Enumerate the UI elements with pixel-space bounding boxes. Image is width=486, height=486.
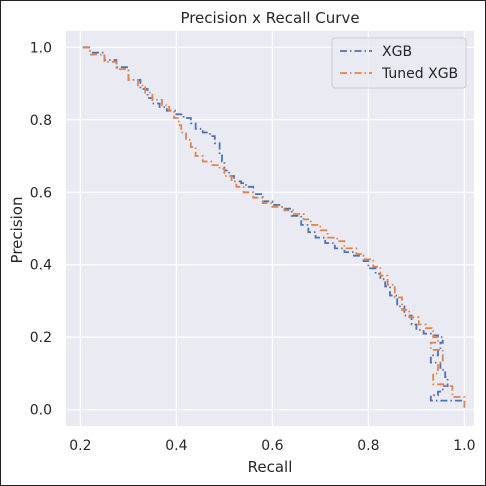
y-axis-label: Precision (8, 197, 26, 264)
x-tick-label: 0.6 (261, 438, 283, 454)
plot-area (66, 31, 474, 426)
y-tick-label: 1.0 (30, 40, 52, 56)
legend-label-xgb: XGB (382, 44, 412, 60)
x-tick-label: 1.0 (453, 438, 475, 454)
x-axis-label: Recall (248, 458, 293, 476)
x-tick-label: 0.8 (357, 438, 379, 454)
y-tick-label: 0.2 (30, 330, 52, 346)
y-tick-label: 0.8 (30, 113, 52, 129)
x-tick-label: 0.2 (69, 438, 91, 454)
y-tick-label: 0.4 (30, 258, 52, 274)
legend-label-tuned-xgb: Tuned XGB (381, 66, 458, 82)
x-tick-label: 0.4 (165, 438, 187, 454)
y-tick-label: 0.6 (30, 185, 52, 201)
chart-title: Precision x Recall Curve (180, 9, 359, 27)
legend: XGB Tuned XGB (332, 38, 466, 88)
y-tick-label: 0.0 (30, 403, 52, 419)
